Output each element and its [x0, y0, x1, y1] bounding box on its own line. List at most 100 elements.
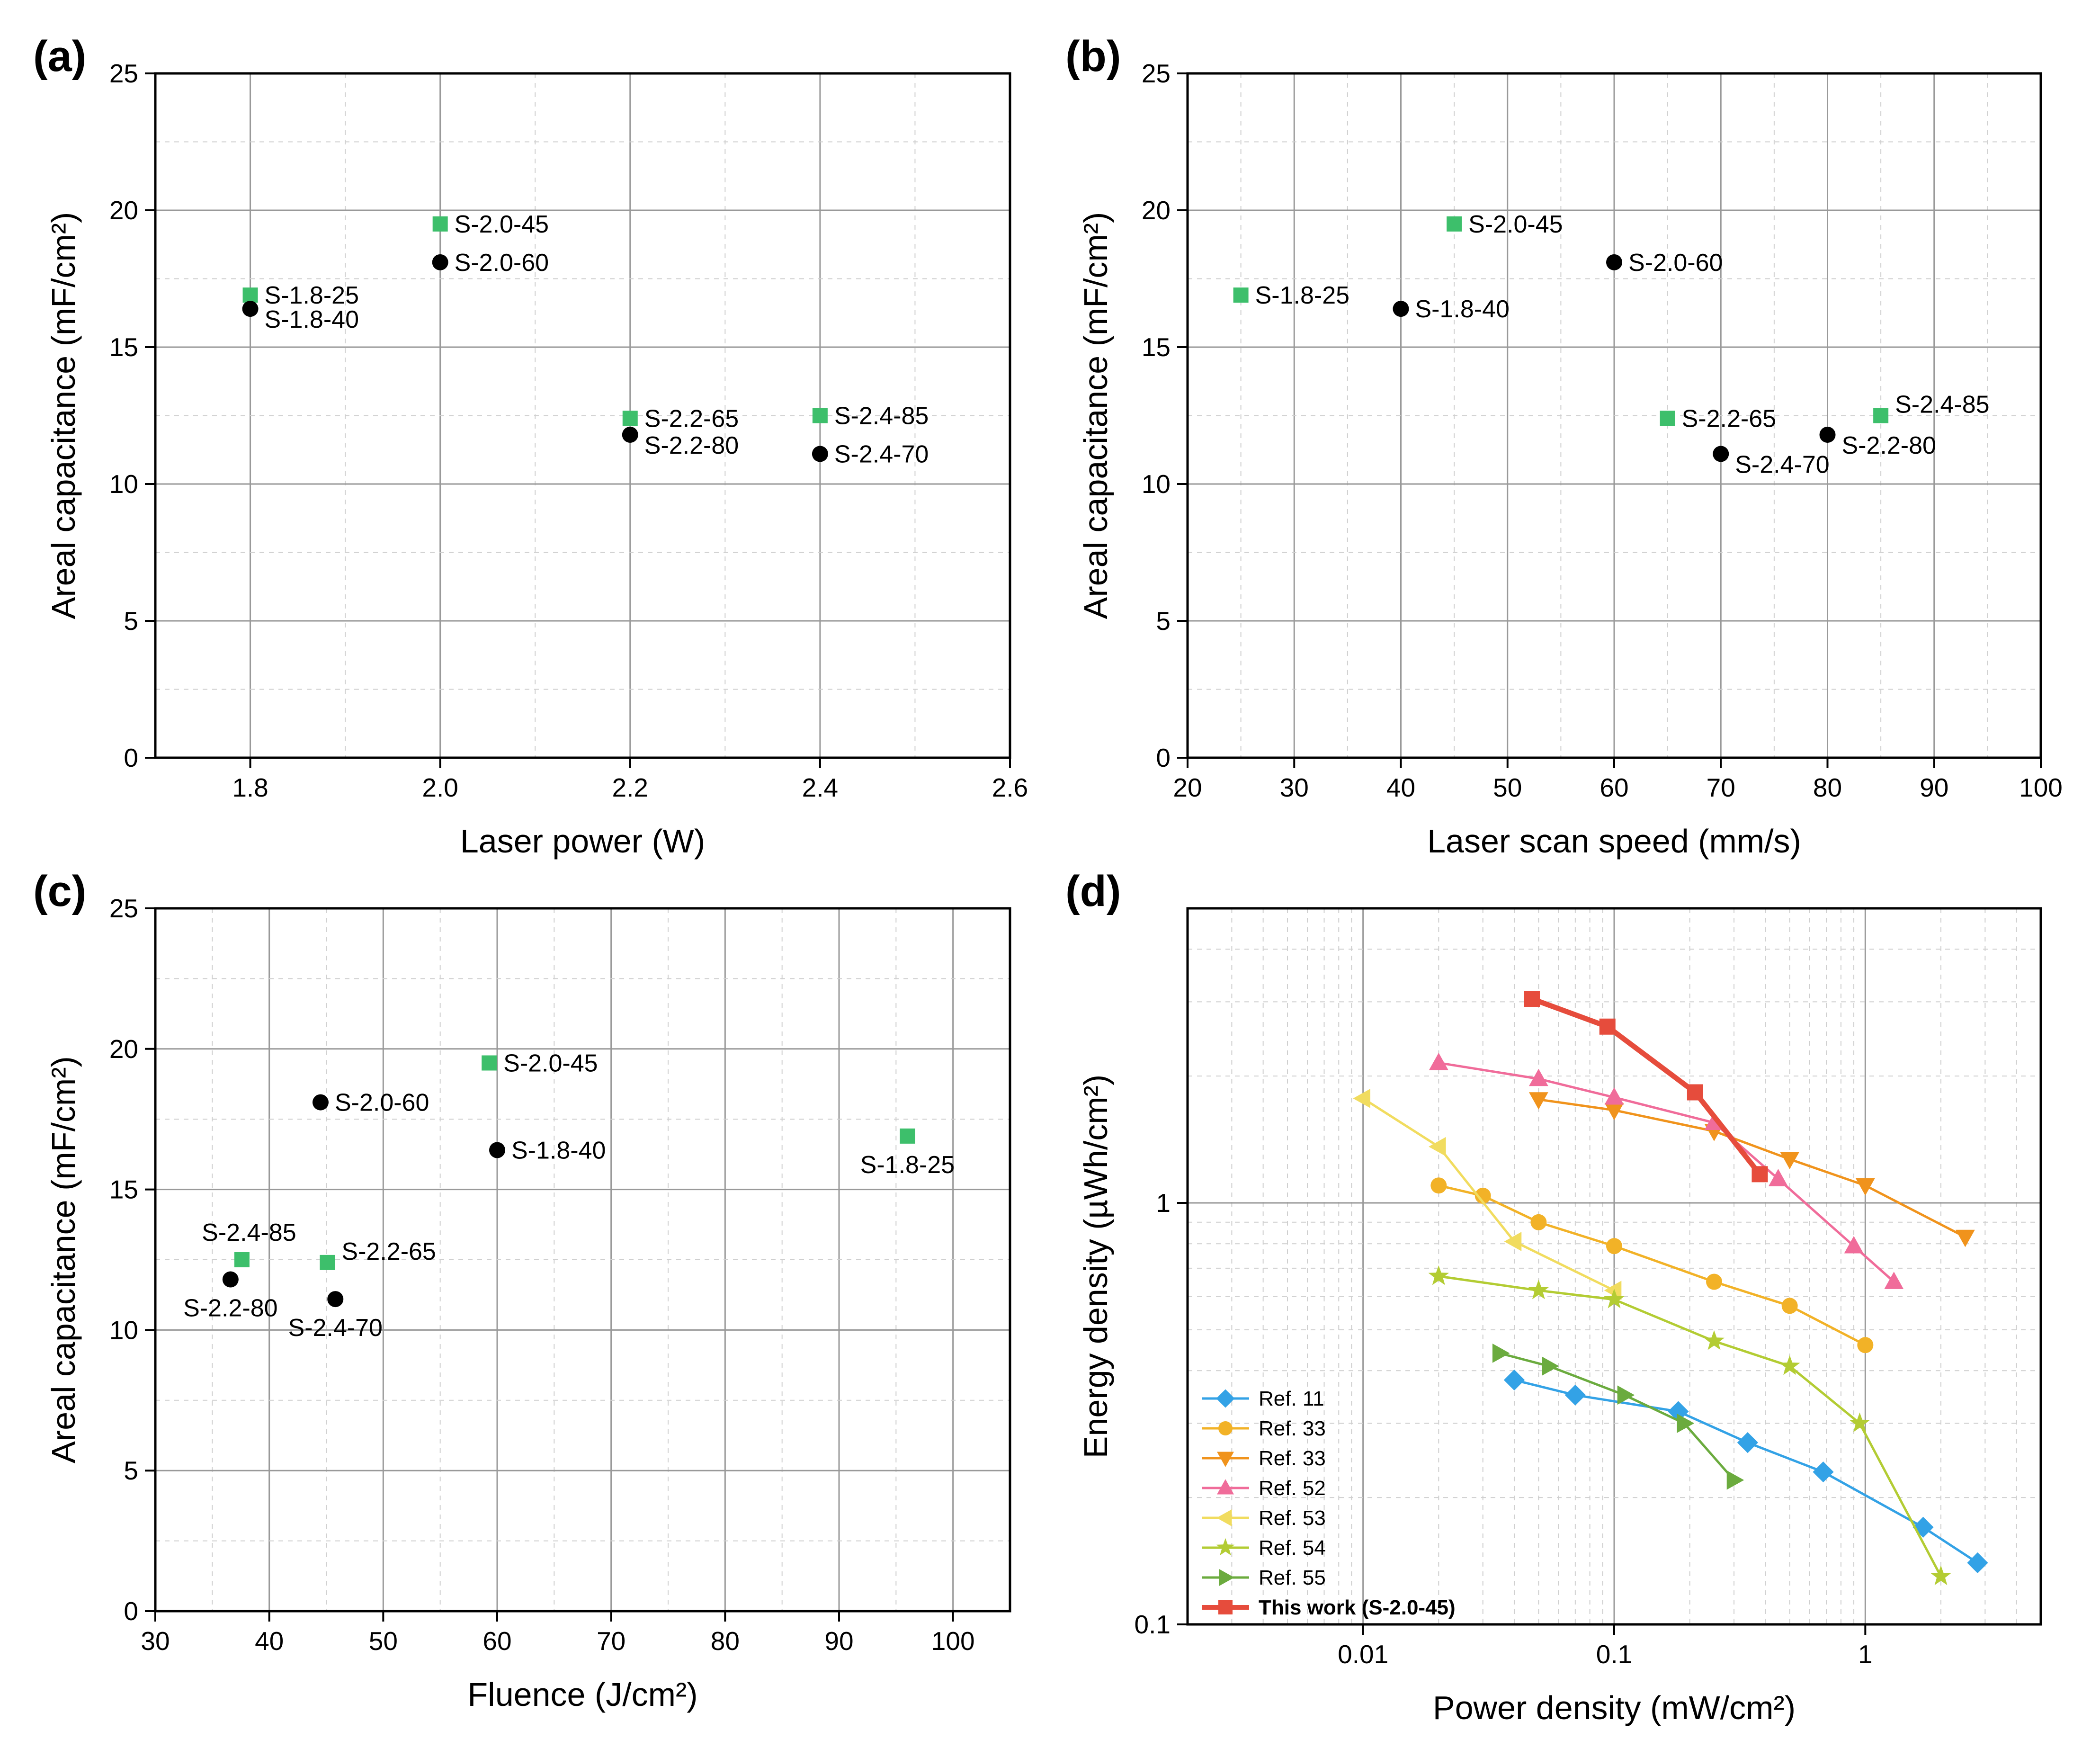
data-point — [1617, 1385, 1635, 1405]
data-point — [1687, 1084, 1703, 1101]
data-point-circle — [222, 1271, 239, 1288]
data-point — [1503, 1369, 1525, 1391]
data-point-circle — [1393, 301, 1409, 317]
x-tick-label: 100 — [931, 1626, 975, 1656]
y-tick-label: 10 — [109, 469, 138, 499]
x-tick-label: 1 — [1858, 1640, 1873, 1669]
data-point-square — [1873, 408, 1889, 423]
data-point — [1599, 1018, 1616, 1035]
x-tick-label: 80 — [1813, 773, 1842, 802]
data-point — [1813, 1461, 1834, 1483]
data-point — [1429, 1137, 1446, 1156]
data-point — [1530, 1214, 1547, 1230]
data-point — [1726, 1470, 1744, 1490]
y-tick-label: 0 — [1156, 743, 1171, 772]
x-tick-label: 2.0 — [422, 773, 458, 802]
data-point — [1604, 1281, 1622, 1300]
x-tick-label: 30 — [141, 1626, 170, 1656]
legend-marker — [1216, 1538, 1235, 1556]
series — [1353, 1088, 1622, 1300]
data-point-circle — [622, 426, 638, 443]
y-tick-label: 0 — [124, 1596, 138, 1626]
data-point — [1769, 1169, 1788, 1186]
series-line — [1362, 1097, 1615, 1292]
legend-label: Ref. 33 — [1259, 1417, 1326, 1440]
panel-label: (a) — [33, 32, 86, 81]
y-tick-label: 20 — [1142, 196, 1171, 225]
series-line — [1438, 1184, 1866, 1346]
data-label: S-2.0-45 — [503, 1049, 598, 1077]
data-label: S-2.2-65 — [644, 405, 739, 432]
x-tick-label: 50 — [369, 1626, 398, 1656]
x-tick-label: 50 — [1493, 773, 1522, 802]
data-point — [1524, 991, 1540, 1007]
data-label: S-2.2-80 — [644, 432, 739, 459]
y-axis-title: Energy density (µWh/cm²) — [1077, 1075, 1114, 1459]
data-point-square — [320, 1255, 335, 1270]
y-tick-label: 5 — [124, 606, 138, 636]
y-tick-label: 15 — [109, 1175, 138, 1204]
data-point — [1677, 1413, 1695, 1433]
data-label: S-2.0-60 — [1628, 249, 1723, 277]
series-line — [1499, 1352, 1735, 1481]
legend-label: Ref. 54 — [1259, 1536, 1326, 1560]
data-label: S-2.0-60 — [335, 1089, 429, 1117]
data-point — [1781, 1298, 1798, 1314]
data-point-circle — [812, 446, 828, 462]
data-label: S-1.8-40 — [265, 306, 359, 333]
data-point — [1857, 1337, 1874, 1354]
y-tick-label: 5 — [1156, 606, 1171, 636]
data-point — [1706, 1273, 1723, 1290]
data-point-square — [1660, 411, 1675, 426]
data-label: S-2.4-85 — [202, 1219, 296, 1246]
data-point-square — [622, 411, 638, 426]
x-tick-label: 70 — [1707, 773, 1735, 802]
data-point-square — [900, 1128, 915, 1144]
data-point — [1430, 1177, 1447, 1194]
data-point-square — [812, 408, 828, 423]
x-tick-label: 100 — [2019, 773, 2063, 802]
y-tick-label: 0.1 — [1135, 1610, 1171, 1639]
data-point — [1429, 1052, 1448, 1070]
data-label: S-2.4-70 — [1735, 451, 1829, 478]
series-line — [1538, 1098, 1966, 1238]
x-tick-label: 2.4 — [802, 773, 838, 802]
y-axis-title: Areal capacitance (mF/cm²) — [1077, 212, 1114, 619]
data-label: S-2.0-45 — [1468, 211, 1563, 238]
data-point — [1604, 1087, 1624, 1105]
data-label: S-2.0-45 — [455, 211, 549, 238]
data-point-circle — [1819, 426, 1836, 443]
legend-marker — [1217, 1479, 1234, 1495]
data-point-circle — [1606, 254, 1622, 270]
plot-frame — [154, 72, 1011, 759]
data-point — [1528, 1068, 1548, 1086]
x-tick-label: 60 — [1600, 773, 1628, 802]
data-label: S-2.2-80 — [183, 1295, 277, 1322]
panel-label: (d) — [1065, 867, 1121, 915]
data-point-square — [234, 1252, 250, 1267]
y-tick-label: 5 — [124, 1456, 138, 1485]
data-label: S-2.4-70 — [834, 440, 929, 468]
x-tick-label: 40 — [1386, 773, 1415, 802]
data-point-circle — [327, 1291, 344, 1308]
data-point — [1855, 1178, 1875, 1196]
data-point-circle — [489, 1142, 505, 1158]
data-point — [1474, 1187, 1491, 1204]
data-point-square — [482, 1055, 497, 1071]
y-tick-label: 10 — [109, 1315, 138, 1345]
data-point — [1779, 1355, 1800, 1375]
legend-marker — [1217, 1452, 1234, 1467]
data-label: S-1.8-25 — [1255, 282, 1349, 309]
panel-label: (b) — [1065, 32, 1121, 81]
x-tick-label: 80 — [711, 1626, 740, 1656]
y-tick-label: 0 — [124, 743, 138, 772]
x-axis-title: Laser power (W) — [460, 823, 705, 860]
data-label: S-2.0-60 — [455, 249, 549, 277]
legend-marker — [1218, 1421, 1233, 1435]
x-tick-label: 0.01 — [1338, 1640, 1388, 1669]
data-point — [1844, 1236, 1864, 1254]
data-point — [1849, 1412, 1870, 1432]
data-point-circle — [312, 1094, 329, 1111]
grid — [154, 907, 1010, 1612]
